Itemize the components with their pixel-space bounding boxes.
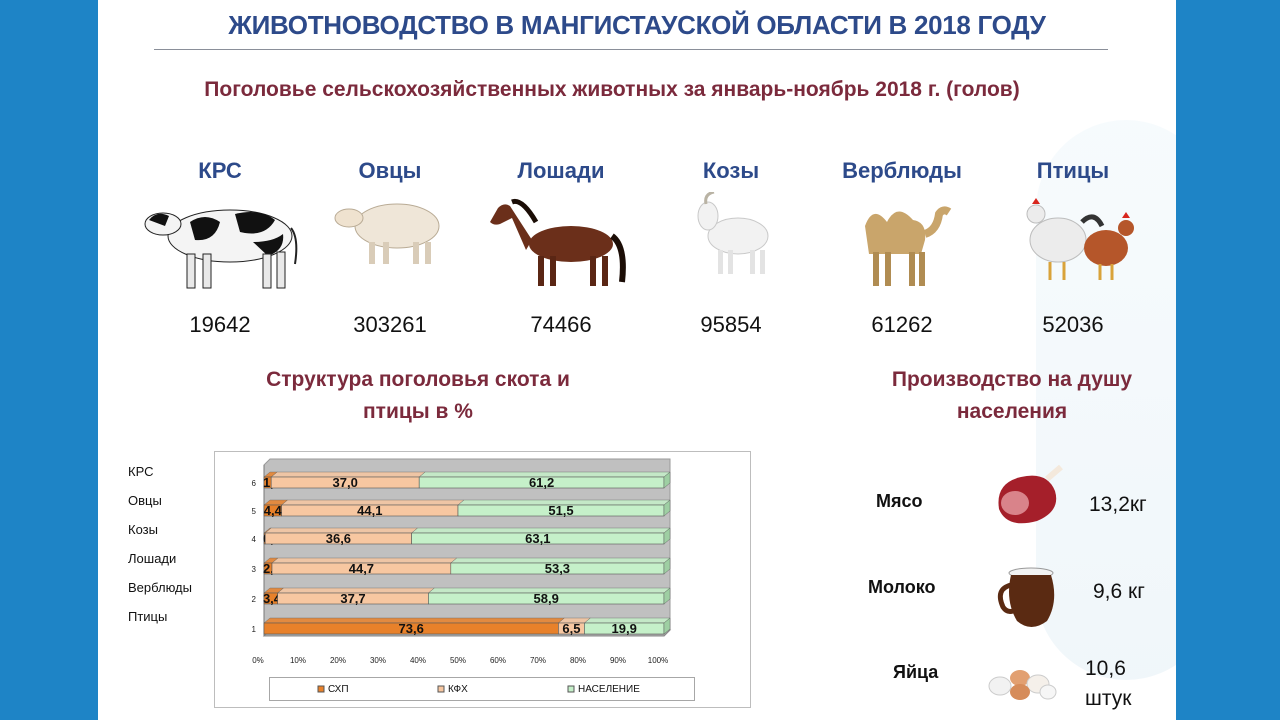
legend-swatch — [317, 685, 325, 693]
meat-icon — [991, 463, 1071, 538]
cow-icon — [135, 192, 305, 302]
title-divider — [154, 49, 1108, 50]
sheep-icon — [305, 192, 475, 302]
production-value-meat: 13,2кг — [1089, 493, 1147, 516]
legend-label: КФХ — [448, 684, 468, 695]
row-label: Птицы — [128, 609, 168, 624]
bar-data-label: 44,7 — [349, 561, 374, 576]
chart-category-label: 4 — [252, 535, 257, 544]
structure-title-line2: птицы в % — [363, 400, 473, 423]
bar-side — [663, 527, 671, 545]
structure-title: Структура поголовья скота и птицы в % — [228, 364, 608, 428]
animal-name: Птицы — [1036, 158, 1110, 183]
animal-card-horse: Лошади 74466 — [476, 156, 646, 338]
page-title: ЖИВОТНОВОДСТВО В МАНГИСТАУСКОЙ ОБЛАСТИ В… — [228, 10, 1046, 40]
camel-icon — [817, 192, 987, 302]
x-tick-label: 100% — [648, 656, 668, 665]
legend-label: СХП — [328, 684, 349, 695]
chart-category-label: 6 — [252, 479, 257, 488]
x-tick-label: 60% — [490, 656, 506, 665]
x-tick-label: 10% — [290, 656, 306, 665]
animal-count: 303261 — [353, 312, 427, 337]
production-title-line1: Производство на душу — [891, 368, 1133, 391]
bar-side — [663, 587, 671, 605]
production-label-eggs: Яйца — [893, 662, 939, 682]
bar-data-label: 3,4 — [263, 591, 282, 606]
goat-icon — [646, 190, 816, 302]
legend-label: НАСЕЛЕНИЕ — [578, 684, 640, 695]
eggs-value-unit: штук — [1085, 687, 1132, 710]
row-label: Лошади — [128, 551, 177, 566]
x-tick-label: 30% — [370, 656, 386, 665]
eggs-value-number: 10,6 — [1085, 657, 1126, 680]
animal-card-krs: КРС 19642 — [135, 156, 305, 338]
production-value-milk: 9,6 кг — [1093, 580, 1145, 603]
animal-name: Лошади — [517, 158, 605, 183]
x-tick-label: 90% — [610, 656, 626, 665]
bar-data-label: 58,9 — [534, 591, 559, 606]
production-title: Производство на душу населения — [832, 364, 1176, 428]
chart-row-labels: КРС Овцы Козы Лошади Верблюды Птицы — [128, 463, 192, 637]
bar-data-label: 19,9 — [612, 621, 637, 636]
animal-count: 19642 — [189, 312, 251, 337]
chickens-icon — [988, 192, 1158, 302]
animal-count: 52036 — [1042, 312, 1104, 337]
animal-card-birds: Птицы 52036 — [988, 156, 1158, 338]
slide: ЖИВОТНОВОДСТВО В МАНГИСТАУСКОЙ ОБЛАСТИ В… — [98, 0, 1176, 720]
animal-count: 95854 — [700, 312, 762, 337]
eggs-icon — [986, 662, 1060, 707]
legend-swatch — [437, 685, 445, 693]
chart-category-label: 2 — [252, 595, 257, 604]
bar-data-label: 73,6 — [399, 621, 424, 636]
background-decoration — [1036, 120, 1176, 680]
row-label: Верблюды — [128, 580, 192, 595]
animal-card-goat: Козы 95854 — [646, 156, 816, 338]
bar-data-label: 37,7 — [340, 591, 365, 606]
bar-data-label: 63,1 — [525, 531, 550, 546]
animal-name: Овцы — [358, 158, 422, 183]
legend-swatch — [567, 685, 575, 693]
chart-category-label: 5 — [252, 507, 257, 516]
chart-category-label: 1 — [252, 625, 257, 634]
chart-legend: СХП КФХ НАСЕЛЕНИЕ — [269, 677, 695, 701]
structure-title-line1: Структура поголовья скота и — [266, 368, 570, 391]
structure-chart: 61,837,061,254,444,151,540,336,663,132,0… — [252, 458, 672, 665]
animal-card-sheep: Овцы 303261 — [305, 156, 475, 338]
production-label-meat: Мясо — [876, 491, 923, 511]
bar-side — [663, 557, 671, 575]
row-label: КРС — [128, 464, 154, 479]
x-tick-label: 80% — [570, 656, 586, 665]
bar-data-label: 53,3 — [545, 561, 570, 576]
animal-count: 61262 — [871, 312, 933, 337]
bar-side — [663, 499, 671, 517]
animal-card-camel: Верблюды 61262 — [817, 156, 987, 338]
bar-data-label: 4,4 — [264, 503, 283, 518]
x-tick-label: 40% — [410, 656, 426, 665]
bar-data-label: 44,1 — [357, 503, 382, 518]
bar-data-label: 6,5 — [562, 621, 580, 636]
bar-data-label: 51,5 — [548, 503, 573, 518]
row-label: Козы — [128, 522, 158, 537]
milk-jug-icon — [991, 565, 1065, 636]
horse-icon — [476, 192, 646, 302]
bar-side — [663, 471, 671, 489]
animal-count: 74466 — [530, 312, 592, 337]
animal-name: КРС — [198, 158, 242, 183]
production-label-milk: Молоко — [868, 577, 936, 597]
page-subtitle: Поголовье сельскохозяйственных животных … — [204, 78, 1020, 101]
x-tick-label: 20% — [330, 656, 346, 665]
chart-category-label: 3 — [252, 565, 257, 574]
bar-data-label: 61,2 — [529, 475, 554, 490]
x-tick-label: 50% — [450, 656, 466, 665]
production-value-eggs: 10,6 штук — [1085, 654, 1131, 714]
bar-data-label: 36,6 — [326, 531, 351, 546]
bar-side — [663, 617, 671, 635]
production-title-line2: населения — [956, 400, 1068, 423]
x-tick-label: 70% — [530, 656, 546, 665]
animal-name: Козы — [702, 158, 760, 183]
x-tick-label: 0% — [252, 656, 264, 665]
animal-name: Верблюды — [842, 158, 962, 183]
bar-data-label: 37,0 — [333, 475, 358, 490]
row-label: Овцы — [128, 493, 162, 508]
